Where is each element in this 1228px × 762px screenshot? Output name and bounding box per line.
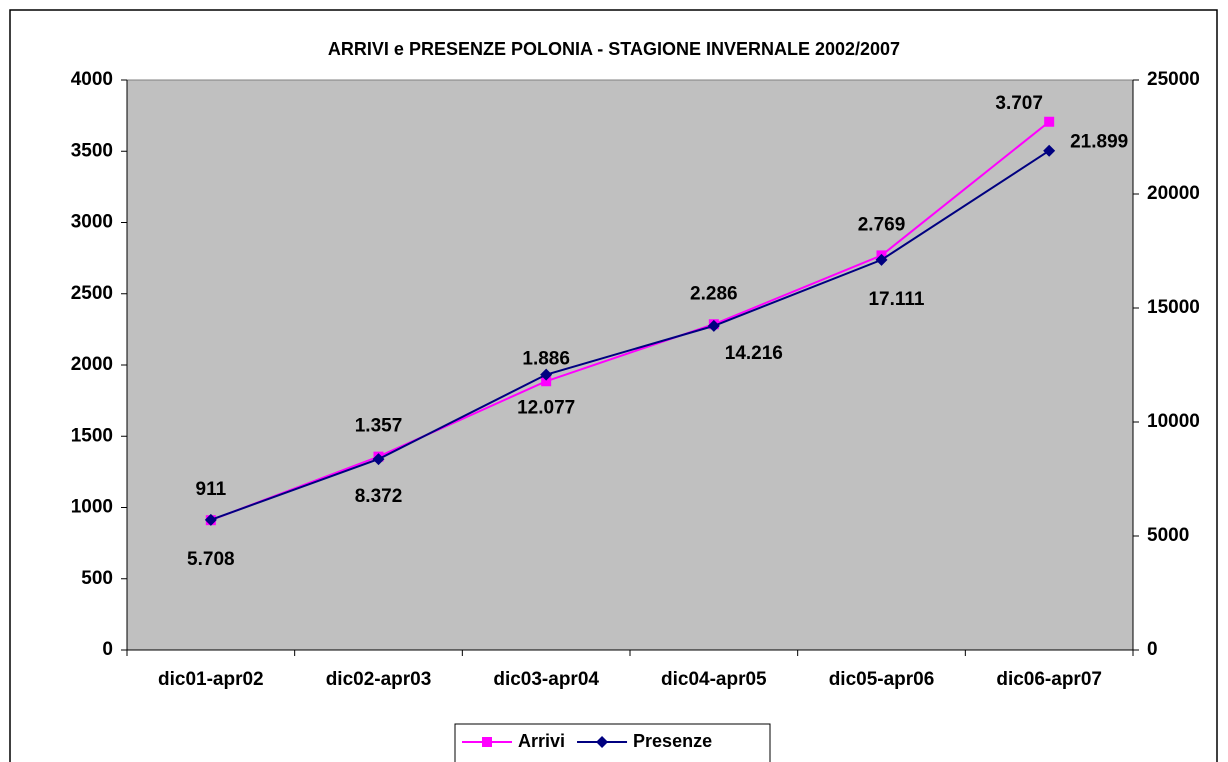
legend-marker [596, 736, 609, 748]
y2-tick-label: 0 [1147, 639, 1158, 660]
y-tick-label: 3500 [71, 140, 113, 161]
legend-marker [482, 737, 492, 747]
data-point [1043, 144, 1056, 157]
data-label: 3.707 [995, 93, 1043, 114]
x-tick-label: dic05-apr06 [829, 669, 935, 690]
data-point [372, 453, 385, 466]
y2-tick-label: 15000 [1147, 297, 1200, 318]
series-line [210, 149, 1050, 521]
x-tick-label: dic04-apr05 [661, 669, 767, 690]
chart-border [9, 9, 1218, 762]
data-label: 1.357 [355, 416, 403, 437]
y-tick-label: 2000 [71, 354, 113, 375]
x-tick-label: dic06-apr07 [996, 669, 1102, 690]
y-tick-label: 4000 [71, 69, 113, 90]
legend-label: Arrivi [518, 731, 565, 751]
y-tick-label: 500 [81, 568, 113, 589]
data-point [540, 368, 553, 381]
data-label: 21.899 [1070, 132, 1128, 153]
data-point [875, 253, 888, 266]
data-label: 2.286 [690, 283, 738, 304]
data-point [707, 319, 720, 332]
data-label: 1.886 [522, 348, 570, 369]
data-label: 5.708 [187, 549, 235, 570]
series-line [210, 120, 1050, 522]
y-tick-label: 0 [102, 639, 113, 660]
data-label: 911 [196, 479, 227, 500]
y2-tick-label: 20000 [1147, 183, 1200, 204]
y2-tick-label: 25000 [1147, 69, 1200, 90]
y-tick-label: 3000 [71, 212, 113, 233]
data-label: 2.769 [858, 214, 906, 235]
chart-title: ARRIVI e PRESENZE POLONIA - STAGIONE INV… [328, 39, 900, 59]
data-label: 17.111 [868, 289, 924, 310]
data-point [1044, 116, 1055, 127]
plot-area [126, 79, 1134, 651]
data-point [541, 376, 552, 387]
y-tick-label: 1500 [71, 425, 113, 446]
y-tick-label: 2500 [71, 283, 113, 304]
y-tick-label: 1000 [71, 497, 113, 518]
data-point [204, 513, 217, 526]
legend-label: Presenze [633, 731, 712, 751]
data-label: 14.216 [725, 343, 783, 364]
data-label: 12.077 [517, 398, 575, 419]
data-label: 8.372 [355, 486, 403, 507]
x-tick-label: dic01-apr02 [158, 669, 264, 690]
y2-tick-label: 5000 [1147, 525, 1189, 546]
x-tick-label: dic03-apr04 [493, 669, 599, 690]
x-tick-label: dic02-apr03 [326, 669, 432, 690]
y2-tick-label: 10000 [1147, 411, 1200, 432]
